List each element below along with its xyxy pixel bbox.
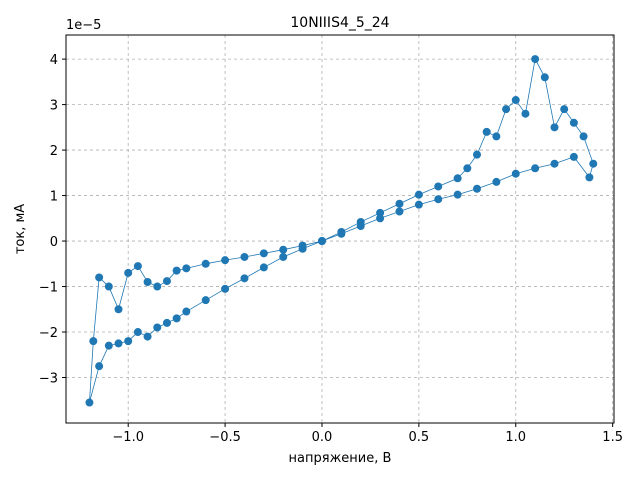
data-point	[95, 273, 104, 282]
data-point	[317, 237, 326, 246]
y-offset-label: 1e−5	[66, 18, 101, 33]
data-point	[502, 105, 511, 114]
data-point	[279, 245, 288, 254]
x-tick-label: −0.5	[209, 430, 241, 445]
data-point	[434, 182, 443, 191]
data-point	[201, 296, 210, 305]
y-tick-label: −1	[39, 281, 58, 296]
x-tick-label: −1.0	[112, 430, 144, 445]
data-point	[579, 132, 588, 141]
data-point	[104, 341, 113, 350]
data-point	[221, 256, 230, 265]
data-point	[531, 55, 540, 64]
y-tick-label: 4	[50, 53, 58, 68]
data-point	[114, 305, 123, 314]
data-point	[104, 282, 113, 291]
data-point	[143, 332, 152, 341]
data-point	[492, 132, 501, 141]
chart-title: 10NIIIS4_5_24	[290, 15, 389, 31]
data-point	[569, 152, 578, 161]
data-point	[395, 207, 404, 216]
data-point	[162, 318, 171, 327]
data-point	[143, 277, 152, 286]
data-point	[376, 214, 385, 223]
x-tick-label: 0.0	[312, 430, 333, 445]
data-point	[182, 307, 191, 316]
data-point	[240, 252, 249, 261]
data-point	[162, 277, 171, 286]
data-point	[172, 314, 181, 323]
data-point	[259, 263, 268, 272]
y-tick-label: 0	[50, 235, 58, 250]
data-point	[550, 123, 559, 132]
data-point	[521, 109, 530, 118]
data-point	[453, 190, 462, 199]
data-point	[569, 118, 578, 127]
data-point	[133, 262, 142, 271]
data-point	[85, 398, 94, 407]
data-point	[356, 222, 365, 231]
data-point	[153, 323, 162, 332]
data-point	[473, 150, 481, 159]
data-point	[89, 337, 98, 346]
data-point	[414, 190, 423, 199]
data-point	[492, 177, 501, 186]
data-point	[172, 266, 181, 275]
data-point	[560, 105, 569, 114]
x-tick-label: 1.0	[505, 430, 526, 445]
data-point	[298, 241, 307, 250]
data-point	[540, 73, 549, 82]
data-point	[95, 362, 104, 371]
y-tick-label: −3	[39, 372, 58, 387]
data-point	[279, 252, 288, 261]
data-point	[182, 264, 191, 273]
data-point	[201, 259, 210, 268]
data-point	[395, 199, 404, 208]
data-point	[511, 169, 520, 178]
data-point	[511, 96, 520, 105]
data-point	[434, 195, 443, 204]
y-tick-label: −2	[39, 326, 58, 341]
y-tick-label: 1	[50, 190, 58, 205]
y-axis-label: ток, мА	[13, 204, 28, 254]
data-point	[124, 268, 133, 277]
data-point	[259, 249, 268, 258]
data-point	[221, 284, 230, 293]
data-point	[414, 200, 423, 209]
data-point	[473, 184, 481, 193]
data-point	[114, 339, 123, 348]
data-point	[585, 173, 594, 182]
data-point	[589, 159, 598, 168]
x-tick-label: 1.5	[602, 430, 623, 445]
y-tick-label: 3	[50, 99, 58, 114]
data-point	[337, 229, 346, 238]
plot-frame	[65, 34, 615, 424]
x-axis-label: напряжение, В	[289, 451, 392, 466]
data-point	[550, 159, 559, 168]
data-point	[240, 274, 249, 283]
x-tick-label: 0.5	[409, 430, 430, 445]
data-point	[482, 127, 491, 136]
data-point	[153, 282, 162, 291]
data-point	[453, 174, 462, 183]
data-point	[463, 164, 472, 173]
data-point	[531, 164, 540, 173]
data-point	[124, 337, 133, 346]
data-point	[133, 328, 142, 337]
y-tick-label: 2	[50, 144, 58, 159]
